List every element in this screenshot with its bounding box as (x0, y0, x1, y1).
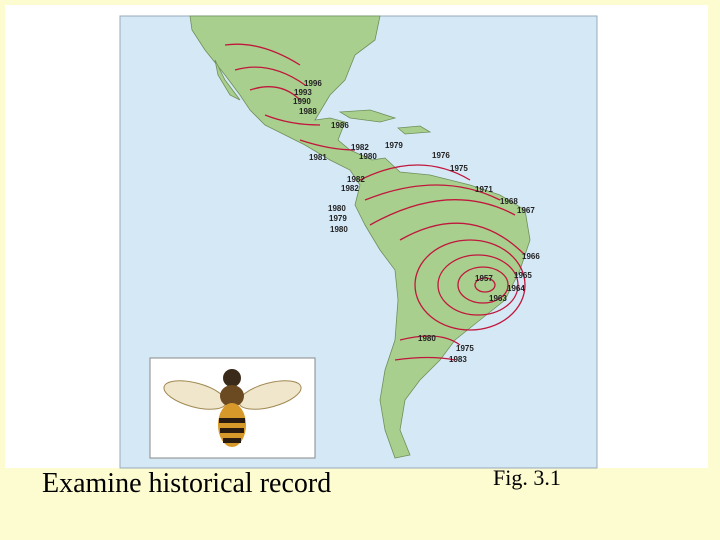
year-label: 1971 (475, 185, 493, 194)
year-label: 1980 (330, 225, 348, 234)
land (189, 15, 531, 459)
year-label: 1981 (309, 153, 327, 162)
year-label: 1963 (489, 294, 507, 303)
year-label: 1982 (351, 143, 369, 152)
year-label: 1988 (299, 107, 317, 116)
year-label: 1976 (432, 151, 450, 160)
caption: Examine historical record (42, 468, 332, 499)
year-label: 1975 (456, 344, 474, 353)
year-label: 1980 (359, 152, 377, 161)
year-label: 1975 (450, 164, 468, 173)
year-label: 1980 (328, 204, 346, 213)
year-label: 1979 (329, 214, 347, 223)
bee (163, 369, 302, 447)
year-label: 1967 (517, 206, 535, 215)
year-label: 1979 (385, 141, 403, 150)
spread-lines (224, 43, 526, 361)
year-label: 1980 (418, 334, 436, 343)
year-label: 1990 (293, 97, 311, 106)
year-label: 1982 (341, 184, 359, 193)
year-label: 1983 (449, 355, 467, 364)
year-label: 1957 (475, 274, 493, 283)
figure-label: Fig. 3.1 (493, 465, 561, 490)
year-label: 1982 (347, 175, 365, 184)
year-label: 1964 (507, 284, 525, 293)
year-label: 1968 (500, 197, 518, 206)
year-label: 1966 (522, 252, 540, 261)
year-label: 1996 (304, 79, 322, 88)
year-label: 1993 (294, 88, 312, 97)
year-label: 1965 (514, 271, 532, 280)
year-label: 1986 (331, 121, 349, 130)
